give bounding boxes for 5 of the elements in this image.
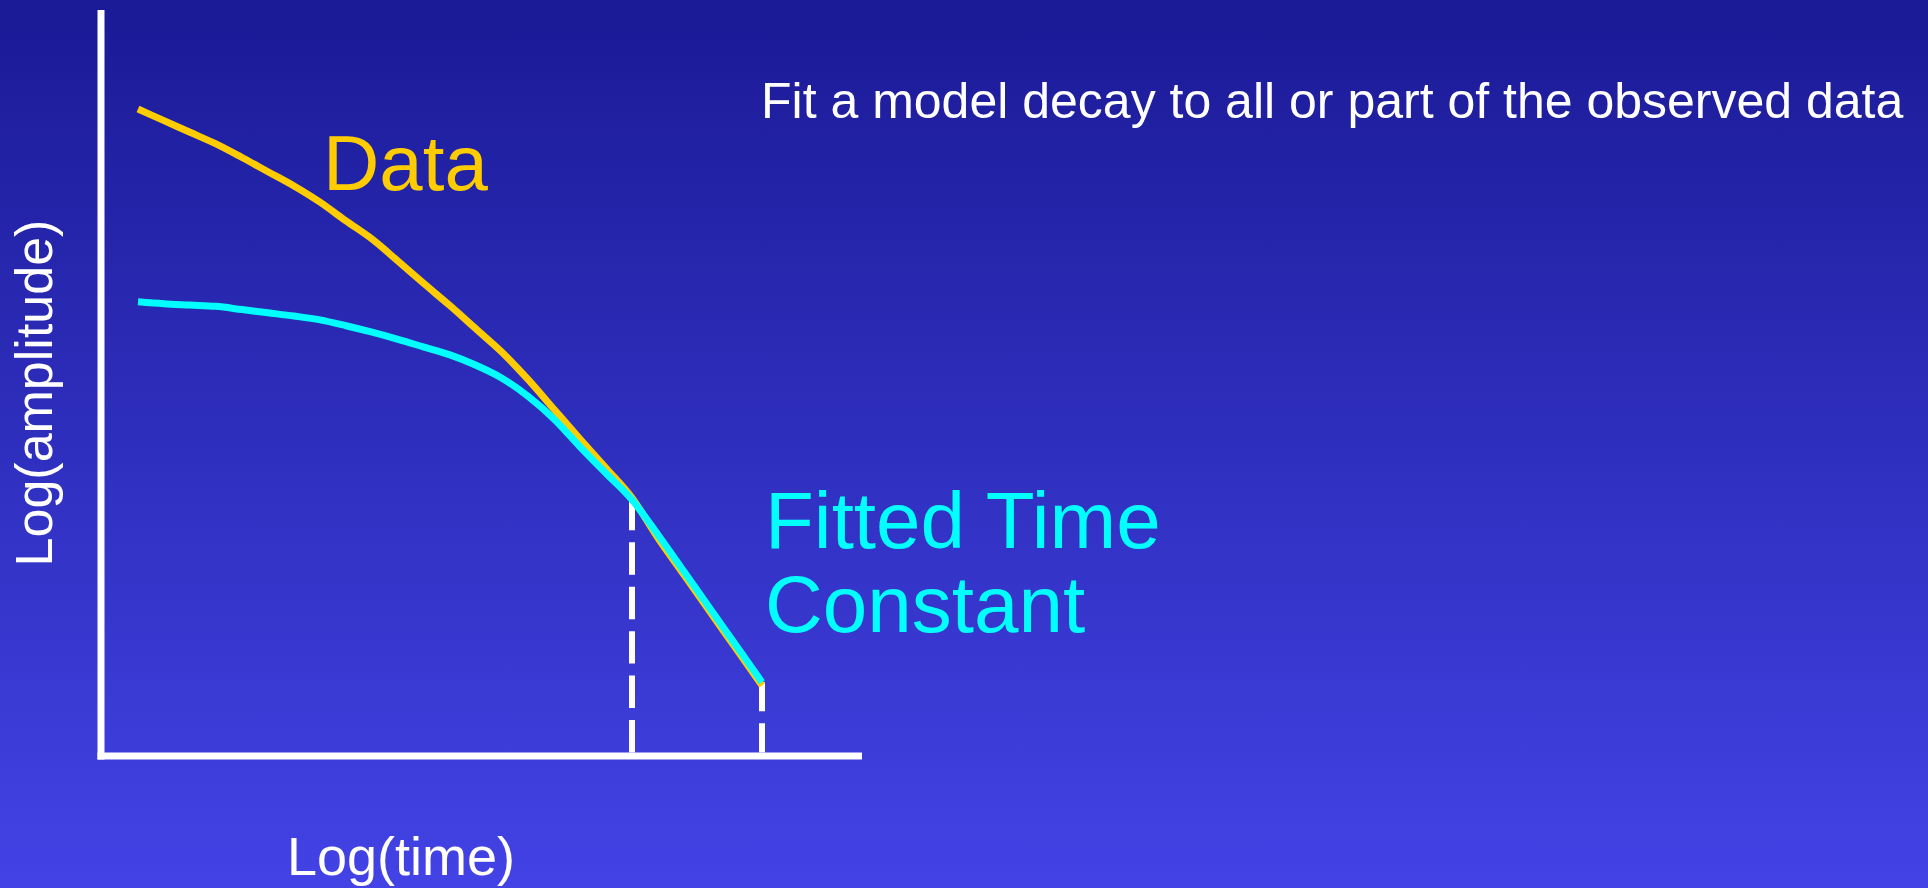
text: Fit a model decay to all or part of the observed data <box>761 73 1904 129</box>
y-axis-title: Log(amplitude) <box>5 219 63 567</box>
series-label: Data <box>323 119 489 207</box>
series-label: Fitted Time Constant <box>765 476 1161 649</box>
x-axis-title: Log(time) <box>286 826 516 886</box>
